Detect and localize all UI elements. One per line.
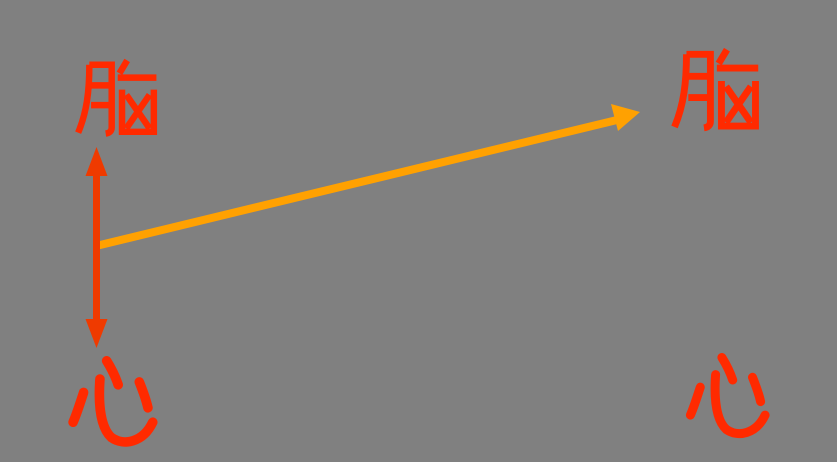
xin-glyph-icon bbox=[685, 353, 770, 438]
nao-strokes bbox=[671, 47, 759, 132]
xin-glyph-icon bbox=[68, 356, 158, 447]
heart-right: 心 bbox=[679, 353, 772, 443]
vertical-arrow-down-head-icon bbox=[85, 319, 108, 348]
diagonal-arrow-shaft bbox=[95, 116, 618, 250]
brain-right: 脑 bbox=[669, 46, 761, 138]
xin-strokes bbox=[685, 353, 770, 438]
vertical-double-arrow bbox=[85, 147, 108, 348]
nao-strokes bbox=[75, 58, 158, 137]
nao-glyph-icon bbox=[671, 47, 759, 132]
heart-left: 心 bbox=[62, 356, 159, 452]
diagonal-arrow-head-icon bbox=[611, 104, 640, 131]
vertical-arrow-up-head-icon bbox=[85, 147, 108, 176]
xin-strokes bbox=[68, 356, 158, 447]
brain-left: 脑 bbox=[73, 57, 159, 143]
diagonal-arrow bbox=[95, 104, 640, 250]
nao-glyph-icon bbox=[75, 58, 158, 137]
